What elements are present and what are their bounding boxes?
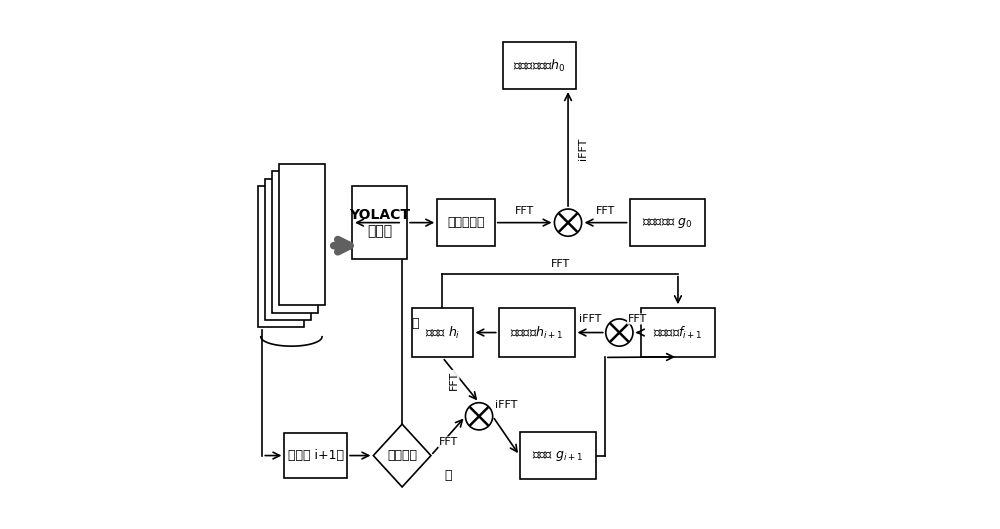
Text: FFT: FFT (515, 206, 534, 216)
Text: FFT: FFT (449, 370, 459, 390)
Text: FFT: FFT (551, 259, 570, 269)
FancyBboxPatch shape (279, 164, 325, 305)
Polygon shape (373, 424, 431, 487)
Text: 理想置信图 $g_0$: 理想置信图 $g_0$ (642, 216, 693, 230)
Text: iFFT: iFFT (579, 314, 601, 324)
FancyBboxPatch shape (499, 308, 575, 358)
FancyBboxPatch shape (284, 433, 347, 478)
Text: FFT: FFT (628, 314, 647, 324)
Circle shape (465, 403, 493, 430)
Text: iFFT: iFFT (495, 400, 517, 410)
Text: 否: 否 (444, 469, 452, 482)
FancyBboxPatch shape (437, 199, 495, 246)
Text: 模版更新$h_{i+1}$: 模版更新$h_{i+1}$ (510, 324, 563, 341)
Text: FFT: FFT (439, 437, 458, 447)
Text: 特征抽取$f_{i+1}$: 特征抽取$f_{i+1}$ (653, 324, 703, 341)
FancyBboxPatch shape (412, 308, 473, 358)
Circle shape (554, 209, 582, 236)
FancyBboxPatch shape (265, 179, 311, 320)
Text: 目标丢失: 目标丢失 (387, 449, 417, 462)
FancyBboxPatch shape (272, 171, 318, 313)
Text: 是: 是 (412, 317, 419, 330)
FancyBboxPatch shape (352, 186, 407, 259)
Text: iFFT: iFFT (578, 138, 588, 160)
Text: 滤波器 $h_i$: 滤波器 $h_i$ (425, 324, 460, 341)
FancyBboxPatch shape (503, 42, 576, 89)
Text: 置信图 $g_{i+1}$: 置信图 $g_{i+1}$ (532, 449, 583, 462)
Text: 采样第 i+1帧: 采样第 i+1帧 (288, 449, 344, 462)
Text: 采样第一帧: 采样第一帧 (447, 216, 485, 229)
FancyBboxPatch shape (630, 199, 705, 246)
Circle shape (606, 319, 633, 346)
Text: 初始化滤波器$h_0$: 初始化滤波器$h_0$ (513, 58, 566, 74)
FancyBboxPatch shape (520, 432, 596, 479)
Text: YOLACT
检测器: YOLACT 检测器 (349, 207, 410, 238)
FancyBboxPatch shape (258, 186, 304, 327)
FancyBboxPatch shape (641, 308, 715, 358)
Text: FFT: FFT (596, 206, 615, 216)
